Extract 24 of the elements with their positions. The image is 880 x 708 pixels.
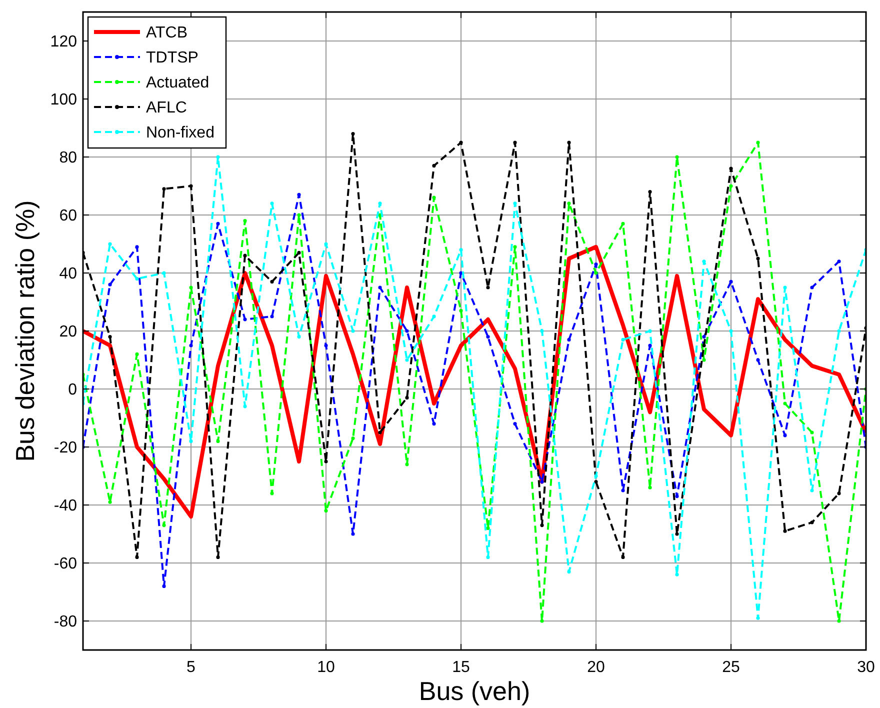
y-tick-label: -80 — [54, 614, 78, 631]
y-tick-label: 120 — [50, 34, 78, 51]
y-tick-label: -20 — [54, 440, 78, 457]
legend-label: Actuated — [146, 74, 210, 92]
x-tick-label: 15 — [452, 659, 470, 676]
y-tick-label: 0 — [68, 382, 78, 399]
x-tick-label: 25 — [722, 659, 740, 676]
legend-label: AFLC — [146, 100, 187, 117]
x-axis-title: Bus (veh) — [418, 676, 530, 706]
x-tick-label: 30 — [857, 659, 875, 676]
x-tick-label: 20 — [587, 659, 605, 676]
y-tick-label: -60 — [54, 556, 78, 573]
legend-label: TDTSP — [146, 50, 198, 67]
y-tick-label: -40 — [54, 498, 78, 515]
y-tick-label: 80 — [59, 150, 78, 167]
y-axis-title: Bus deviation ratio (%) — [10, 200, 40, 462]
y-tick-label: 60 — [59, 208, 78, 225]
legend-label: ATCB — [146, 24, 188, 42]
x-tick-label: 5 — [186, 659, 196, 676]
y-tick-label: 100 — [50, 92, 78, 109]
y-tick-label: 20 — [59, 324, 78, 341]
y-tick-label: 40 — [59, 266, 78, 283]
legend-label: Non-fixed — [146, 124, 214, 142]
x-tick-label: 10 — [317, 659, 335, 676]
